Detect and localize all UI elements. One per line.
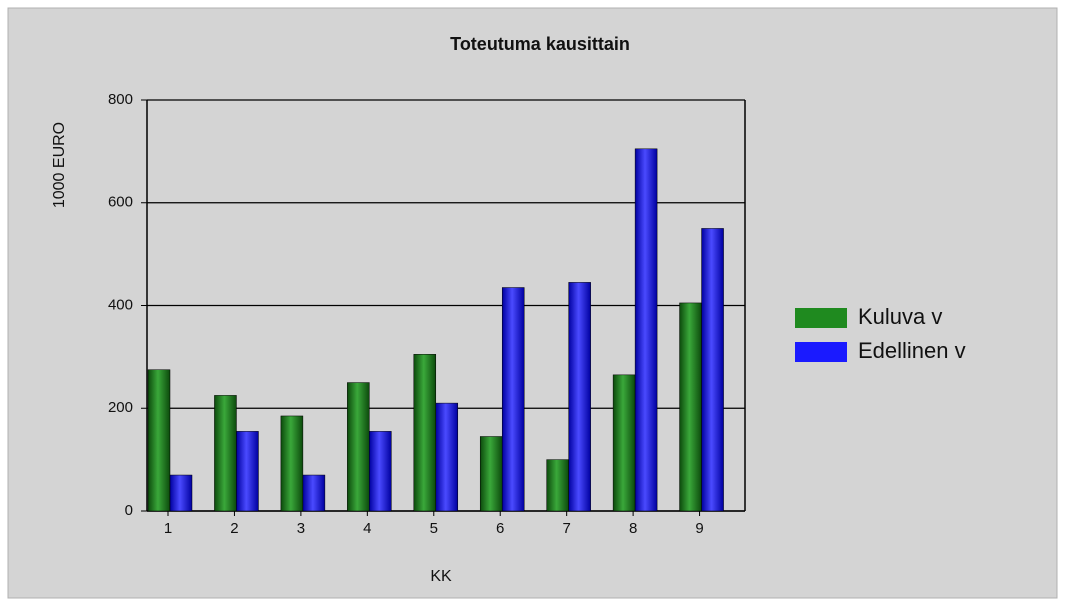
x-tick-label: 6 — [496, 520, 504, 537]
bar — [413, 354, 437, 512]
bar — [546, 459, 569, 512]
legend-label: Edellinen v — [858, 338, 966, 363]
x-tick-label: 3 — [297, 520, 305, 537]
y-tick-label: 200 — [108, 399, 133, 416]
bar — [435, 402, 459, 512]
bar — [701, 228, 724, 512]
bar — [501, 287, 525, 512]
bar — [612, 374, 636, 512]
legend-swatch — [795, 342, 847, 362]
bar — [347, 382, 370, 512]
bar — [169, 474, 193, 512]
bar — [236, 431, 259, 512]
x-tick-label: 5 — [430, 520, 438, 537]
bar — [280, 415, 304, 512]
x-tick-label: 7 — [562, 520, 570, 537]
legend-label: Kuluva v — [858, 304, 942, 329]
x-tick-label: 1 — [164, 520, 172, 537]
y-tick-label: 0 — [125, 502, 133, 519]
bar — [214, 395, 237, 512]
y-axis-label: 1000 EURO — [51, 122, 68, 208]
bar — [568, 282, 591, 512]
bar — [479, 436, 503, 512]
x-tick-label: 4 — [363, 520, 371, 537]
y-tick-label: 600 — [108, 194, 133, 211]
bar — [302, 474, 326, 512]
bar — [679, 302, 702, 512]
x-tick-label: 8 — [629, 520, 637, 537]
bar — [369, 431, 392, 512]
bar — [147, 369, 171, 512]
x-tick-label: 2 — [230, 520, 238, 537]
bar — [634, 148, 658, 512]
x-tick-label: 9 — [695, 520, 703, 537]
y-tick-label: 800 — [108, 91, 133, 108]
x-axis-label: KK — [430, 568, 452, 585]
chart-title: Toteutuma kausittain — [450, 34, 630, 54]
legend-swatch — [795, 308, 847, 328]
y-tick-label: 400 — [108, 296, 133, 313]
